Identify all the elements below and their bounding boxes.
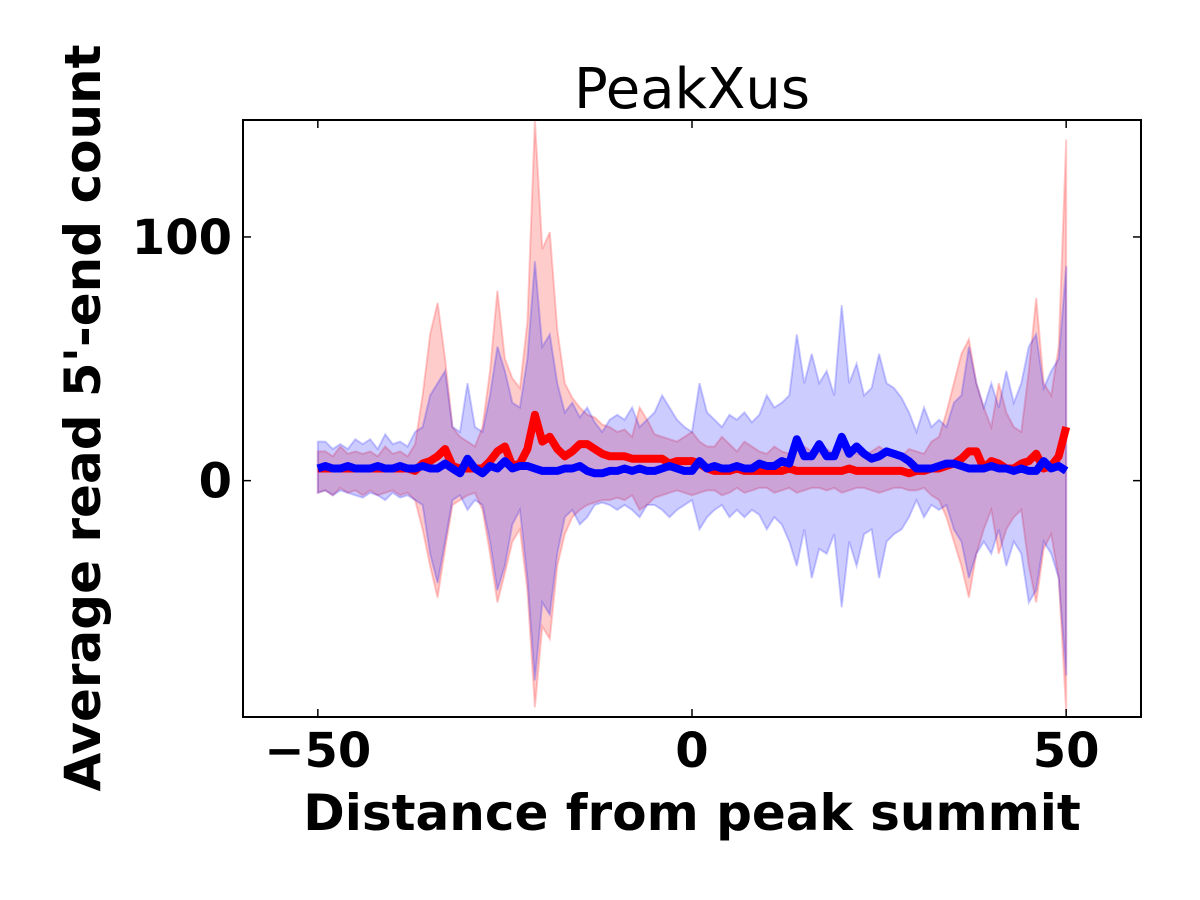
y-tick-label: 100 — [132, 210, 232, 266]
x-axis-ticks: −50 0 50 — [264, 120, 1100, 779]
x-tick-label: 0 — [675, 723, 708, 779]
plot-area — [316, 120, 1071, 713]
x-tick-label: 50 — [1033, 723, 1100, 779]
y-tick-label: 0 — [199, 454, 232, 510]
y-axis-ticks: 0 100 — [132, 210, 1141, 510]
x-axis-label: Distance from peak summit — [303, 784, 1081, 842]
y-axis-label: Average read 5'-end count — [54, 44, 112, 791]
blue-mean-line — [316, 432, 1069, 478]
chart-title: PeakXus — [574, 57, 810, 122]
x-tick-label: −50 — [264, 723, 371, 779]
